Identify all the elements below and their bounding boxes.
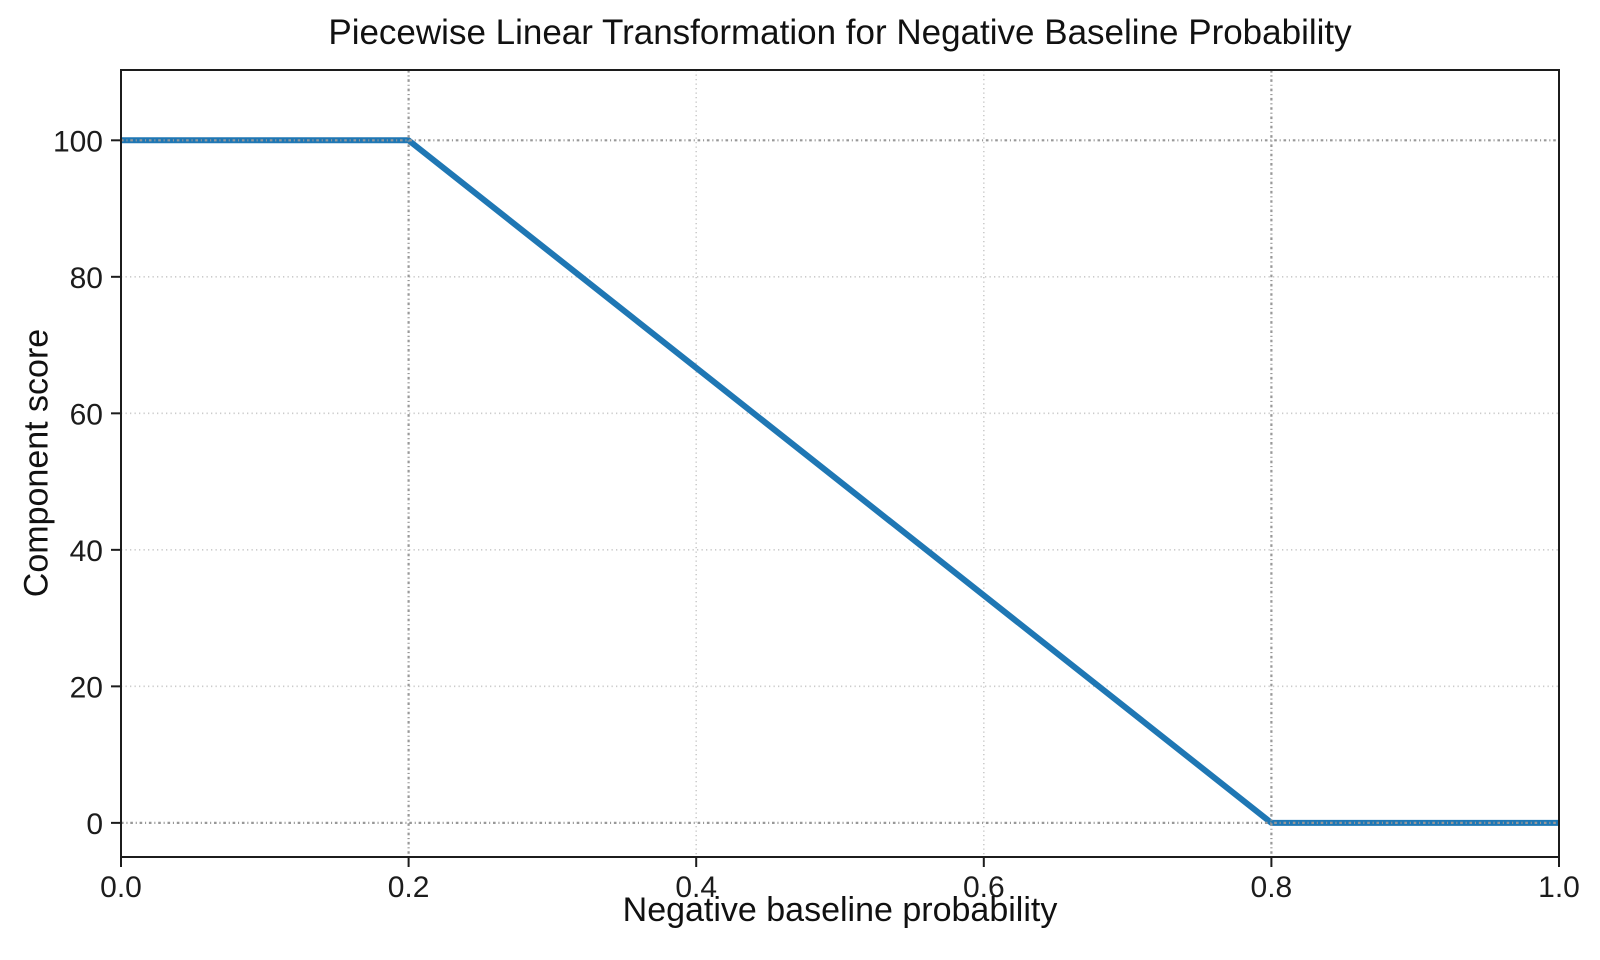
y-tick-label: 40 [70,535,103,568]
y-tick-label: 60 [70,398,103,431]
y-axis-label: Component score [17,328,56,598]
x-tick-label: 0.4 [675,871,717,904]
x-axis-label: Negative baseline probability [622,891,1058,929]
y-tick-label: 80 [70,262,103,295]
y-tick-label: 0 [86,808,103,841]
y-tick-label: 100 [53,125,103,158]
y-tick-label: 20 [70,671,103,704]
x-tick-label: 0.2 [388,871,430,904]
chart-title: Piecewise Linear Transformation for Nega… [328,13,1352,52]
data-line [121,137,1559,826]
x-tick-label: 0.6 [963,871,1005,904]
x-tick-label: 0.0 [100,871,142,904]
x-tick-label: 0.8 [1251,871,1293,904]
plot-border [120,69,1560,858]
x-tick-label: 1.0 [1538,871,1580,904]
